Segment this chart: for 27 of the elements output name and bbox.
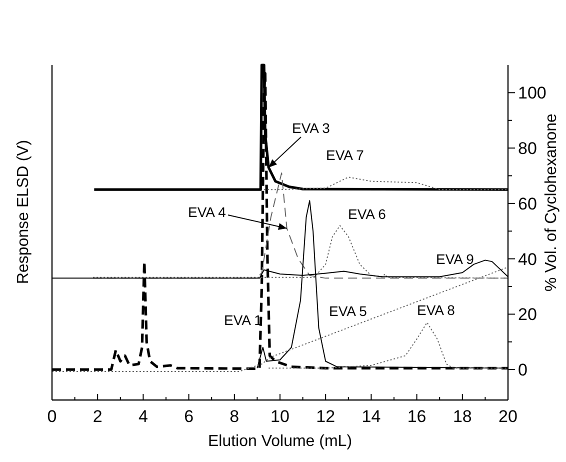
x-tick-label: 0 [47,407,57,426]
x-tick-label: 20 [498,407,518,426]
annotation: EVA 6 [348,206,386,222]
x-tick-label: 8 [230,407,240,426]
text: Response ELSD (V) [15,140,32,284]
x-tick-label: 4 [138,407,148,426]
x-tick-label: 18 [452,407,472,426]
x-tick-label: 14 [362,407,381,426]
x-tick-label: 12 [316,407,336,426]
annotation: EVA 8 [417,302,456,318]
y-tick-label: 80 [518,139,537,158]
x-tick-label: 6 [184,407,194,426]
x-tick-label: 16 [407,407,426,426]
annotation: EVA 7 [326,147,364,163]
y-tick-label: 20 [518,305,537,324]
y-tick-label: 0 [518,360,528,380]
annotation: EVA 4 [188,204,226,220]
x-tick-label: 10 [270,407,290,426]
y-tick-label: 100 [518,84,546,103]
x-tick-label: 2 [92,407,102,426]
annotation: EVA 5 [329,303,368,319]
y-tick-label: 60 [518,194,537,214]
x-axis-title: Elution Volume (mL) [208,433,352,450]
annotation: EVA 9 [436,251,474,267]
y-tick-label: 40 [518,250,537,269]
y-axis-title: % Vol. of Cyclohexanone [543,113,560,292]
annotation: EVA 3 [292,120,330,136]
